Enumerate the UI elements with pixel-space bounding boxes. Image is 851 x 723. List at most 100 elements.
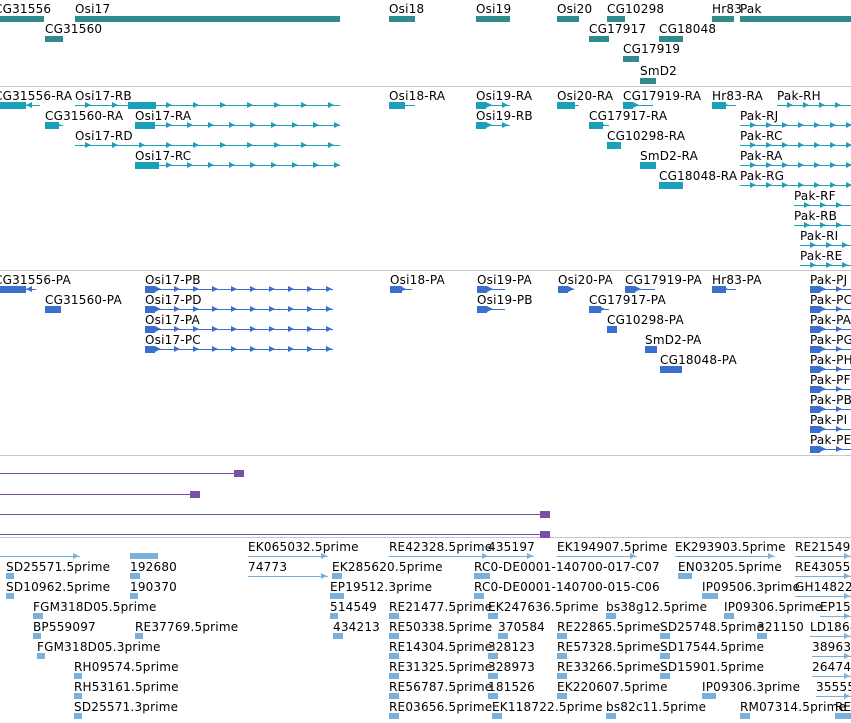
exon-block[interactable] (145, 286, 155, 293)
est-block[interactable] (332, 573, 342, 579)
alignment-end[interactable] (234, 470, 244, 477)
est-block[interactable] (488, 653, 498, 659)
exon-block[interactable] (477, 306, 487, 313)
est-block[interactable] (757, 633, 767, 639)
exon-block[interactable] (645, 346, 657, 353)
exon-block[interactable] (640, 162, 656, 169)
est-block[interactable] (492, 713, 502, 719)
est-block[interactable] (33, 613, 43, 619)
est-block[interactable] (6, 593, 14, 599)
exon-block[interactable] (810, 446, 820, 453)
exon-block[interactable] (660, 366, 682, 373)
est-block[interactable] (130, 593, 138, 599)
gene-block[interactable] (75, 16, 340, 22)
exon-block[interactable] (625, 286, 635, 293)
exon-block[interactable] (145, 346, 155, 353)
est-block[interactable] (330, 613, 338, 619)
exon-block[interactable] (589, 306, 601, 313)
est-block[interactable] (488, 693, 498, 699)
exon-block[interactable] (145, 306, 155, 313)
est-block[interactable] (740, 713, 750, 719)
feature-label: IP09306.5prime (724, 600, 823, 614)
exon-block[interactable] (476, 122, 486, 129)
est-block[interactable] (389, 693, 399, 699)
feature-label: CG31560-PA (45, 293, 122, 307)
exon-block[interactable] (810, 406, 820, 413)
gene-block[interactable] (389, 16, 415, 22)
exon-block[interactable] (712, 102, 726, 109)
exon-block[interactable] (589, 122, 603, 129)
est-block[interactable] (498, 633, 508, 639)
alignment-end[interactable] (540, 511, 550, 518)
est-block[interactable] (330, 593, 344, 599)
exon-block[interactable] (810, 286, 820, 293)
alignment-end[interactable] (190, 491, 200, 498)
est-block[interactable] (660, 633, 670, 639)
est-block[interactable] (135, 633, 143, 639)
est-block[interactable] (389, 653, 399, 659)
gene-block[interactable] (740, 16, 851, 22)
est-block[interactable] (37, 653, 45, 659)
gene-block[interactable] (476, 16, 510, 22)
est-block[interactable] (557, 693, 567, 699)
est-block[interactable] (333, 633, 343, 639)
est-block[interactable] (474, 593, 484, 599)
exon-block[interactable] (810, 306, 820, 313)
gene-block[interactable] (623, 56, 639, 62)
est-block[interactable] (660, 673, 670, 679)
exon-block[interactable] (476, 102, 486, 109)
est-block[interactable] (678, 573, 692, 579)
est-block[interactable] (389, 673, 399, 679)
est-block[interactable] (130, 553, 158, 559)
est-block[interactable] (130, 573, 140, 579)
est-block[interactable] (606, 613, 616, 619)
exon-block[interactable] (607, 326, 617, 333)
est-block[interactable] (389, 713, 399, 719)
gene-block[interactable] (640, 78, 656, 84)
gene-block[interactable] (589, 36, 609, 42)
est-block[interactable] (6, 573, 14, 579)
est-block[interactable] (702, 593, 718, 599)
est-block[interactable] (74, 713, 82, 719)
gene-block[interactable] (712, 16, 734, 22)
gene-block[interactable] (557, 16, 579, 22)
gene-block[interactable] (45, 36, 63, 42)
est-block[interactable] (389, 633, 399, 639)
est-block[interactable] (557, 653, 567, 659)
est-block[interactable] (33, 633, 41, 639)
est-block[interactable] (835, 713, 851, 719)
exon-block[interactable] (810, 346, 820, 353)
est-block[interactable] (488, 673, 498, 679)
exon-block[interactable] (810, 426, 820, 433)
exon-block[interactable] (145, 326, 155, 333)
strand-arrow (139, 102, 145, 108)
est-block[interactable] (660, 653, 670, 659)
exon-block[interactable] (810, 366, 820, 373)
est-block[interactable] (702, 693, 716, 699)
est-block[interactable] (606, 713, 616, 719)
alignment-end[interactable] (540, 531, 550, 538)
exon-block[interactable] (390, 286, 402, 293)
est-block[interactable] (74, 693, 82, 699)
gene-block[interactable] (607, 16, 625, 22)
est-block[interactable] (474, 573, 490, 579)
est-block[interactable] (557, 673, 567, 679)
exon-block[interactable] (45, 122, 59, 129)
exon-block[interactable] (45, 306, 61, 313)
exon-block[interactable] (810, 326, 820, 333)
exon-block[interactable] (557, 102, 575, 109)
est-block[interactable] (389, 613, 399, 619)
exon-block[interactable] (389, 102, 405, 109)
est-block[interactable] (724, 613, 734, 619)
gene-block[interactable] (659, 36, 683, 42)
exon-block[interactable] (810, 386, 820, 393)
exon-block[interactable] (558, 286, 568, 293)
exon-block[interactable] (477, 286, 487, 293)
exon-block[interactable] (607, 142, 621, 149)
est-block[interactable] (557, 633, 567, 639)
est-block[interactable] (74, 673, 82, 679)
est-block[interactable] (488, 613, 498, 619)
gene-block[interactable] (0, 16, 44, 22)
exon-block[interactable] (623, 102, 633, 109)
exon-block[interactable] (712, 286, 726, 293)
